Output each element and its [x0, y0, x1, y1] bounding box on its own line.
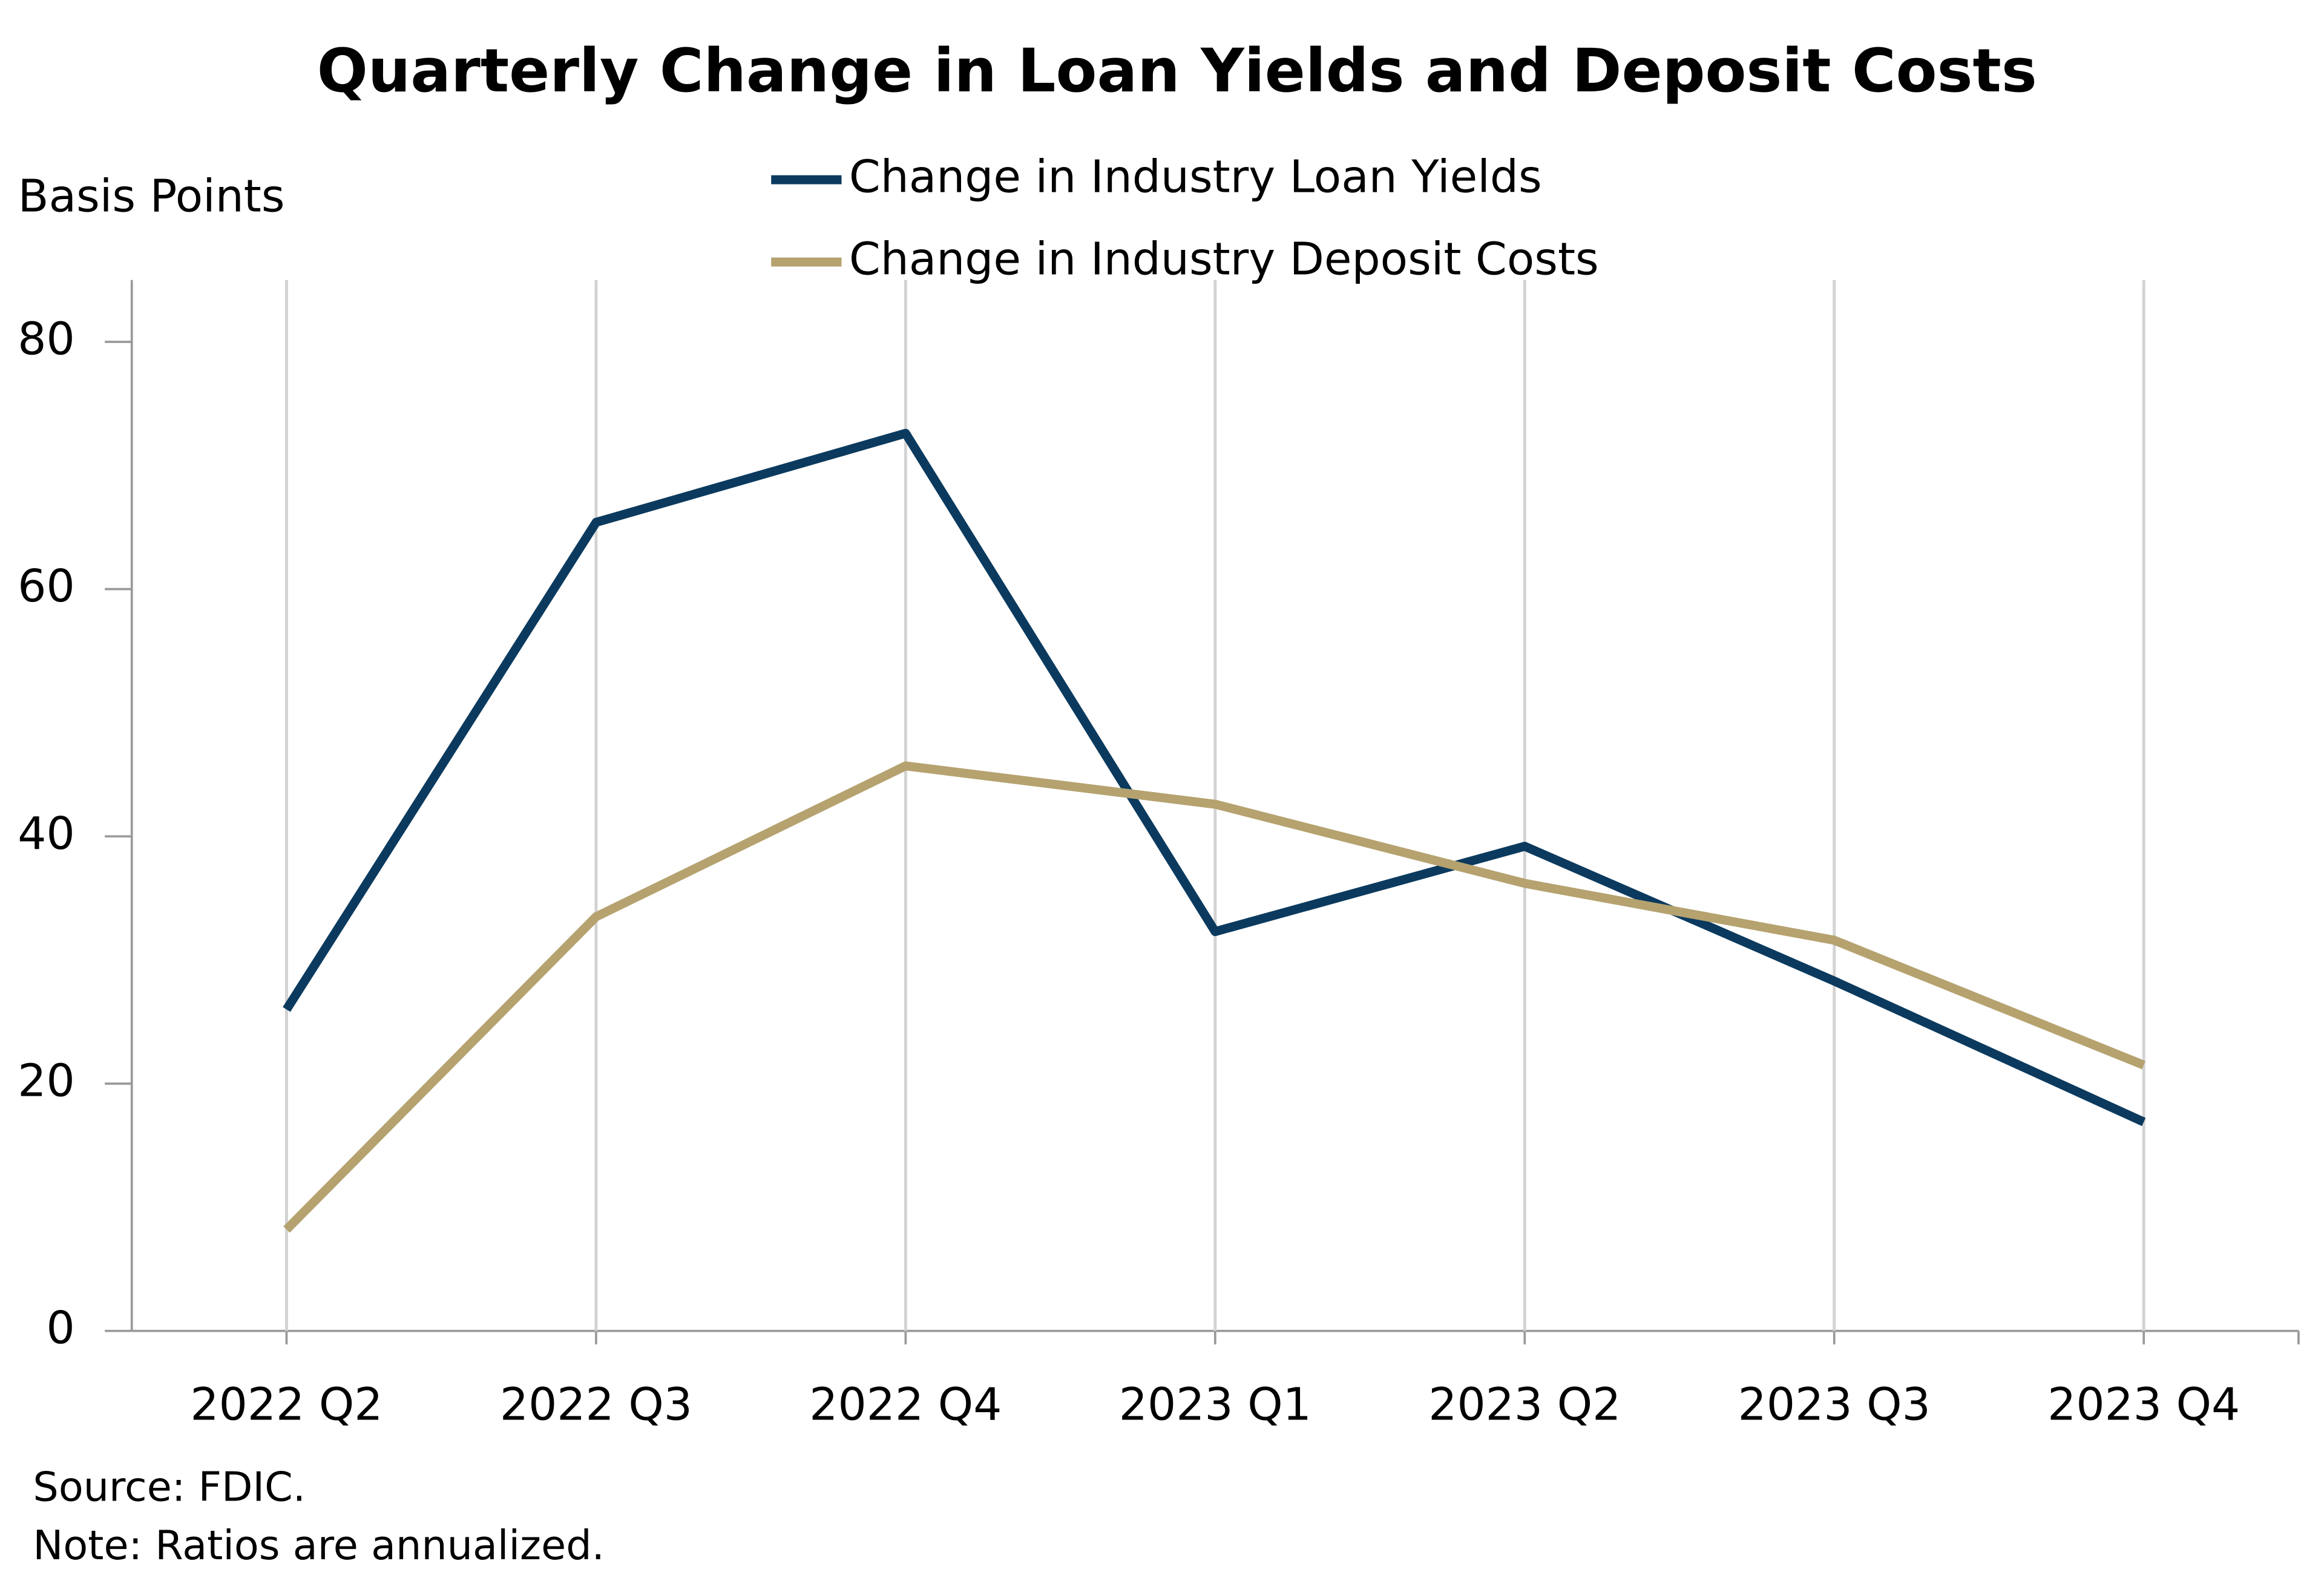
y-axis-label: Basis Points — [18, 170, 285, 223]
data-line — [283, 761, 2145, 1233]
x-tick-label: 2023 Q1 — [1119, 1378, 1311, 1430]
x-tick-label: 2022 Q2 — [190, 1378, 382, 1430]
data-line — [283, 428, 2146, 1127]
legend-label: Change in Industry Deposit Costs — [849, 233, 1599, 286]
y-tick-label: 80 — [18, 312, 74, 365]
y-tick-label: 40 — [18, 807, 74, 860]
y-tick-label: 20 — [18, 1055, 74, 1107]
legend-label: Change in Industry Loan Yields — [849, 151, 1542, 203]
x-tick-label: 2023 Q4 — [2047, 1378, 2240, 1430]
chart-title: Quarterly Change in Loan Yields and Depo… — [317, 36, 2037, 106]
source-note: Source: FDIC. — [33, 1464, 306, 1511]
note: Note: Ratios are annualized. — [33, 1522, 604, 1569]
x-tick-label: 2023 Q3 — [1738, 1378, 1931, 1430]
y-tick-label: 60 — [18, 560, 74, 612]
y-tick-label: 0 — [46, 1301, 74, 1354]
x-tick-label: 2022 Q3 — [500, 1378, 692, 1430]
x-tick-label: 2022 Q4 — [809, 1378, 1002, 1430]
x-tick-label: 2023 Q2 — [1428, 1378, 1621, 1430]
